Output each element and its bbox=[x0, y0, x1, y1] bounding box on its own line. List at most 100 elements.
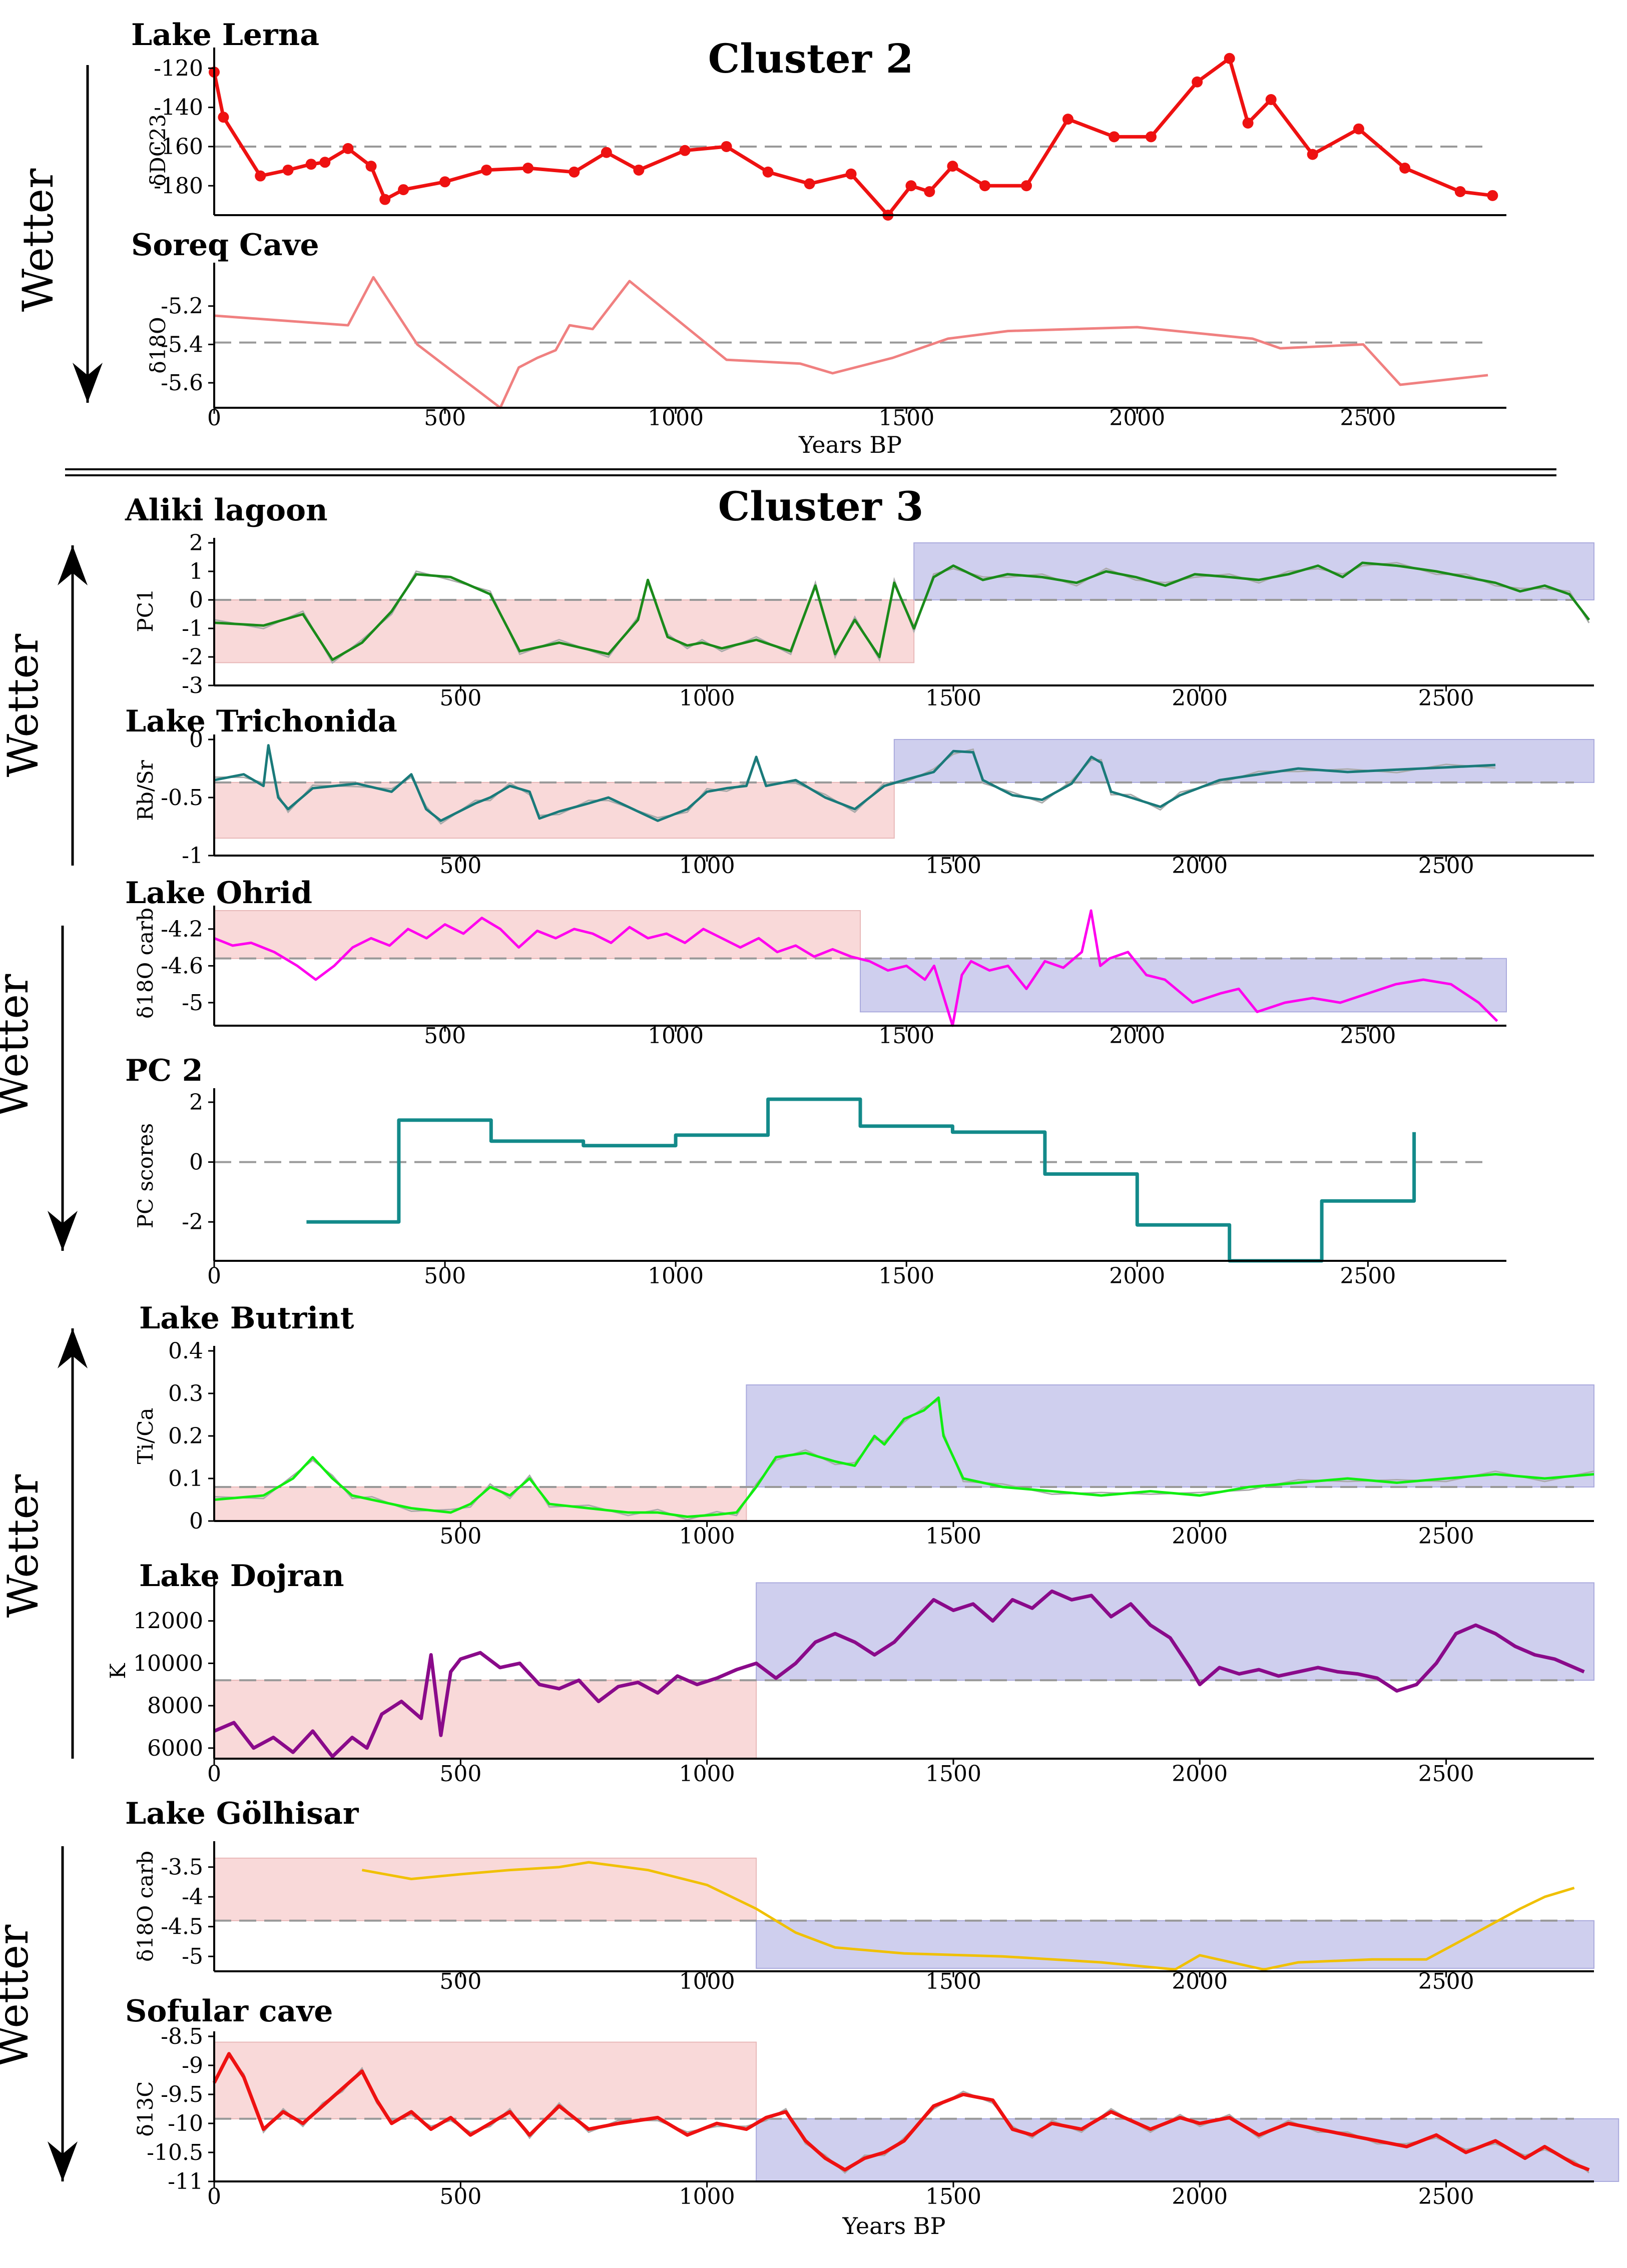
lake-trichonida-ytick-label: -1 bbox=[182, 843, 203, 869]
lake-lerna-point bbox=[762, 166, 774, 178]
aliki-lagoon-panel: 2 1 0 -1 -2 -3 500 1000 1500 2000 2500 Aliki lagoon… bbox=[125, 493, 1594, 711]
pc2-panel: 2 0 -2 0 500 1000 1500 2000 2500 PC 2 PC scores bbox=[125, 1053, 1506, 1289]
lake-trichonida-xtick-label: 1000 bbox=[679, 853, 735, 879]
soreq-cave-xtick-label: 500 bbox=[424, 405, 466, 431]
lake-golhisar-panel: -3.5 -4 -4.5 -5 500 1000 1500 2000 2500 Lake Gölh… bbox=[125, 1796, 1594, 1994]
lake-ohrid-ytick-label: -5 bbox=[182, 990, 203, 1016]
sofular-cave-xtick-label: 1500 bbox=[925, 2184, 981, 2209]
pc2-series-line bbox=[306, 1097, 1416, 1263]
lake-golhisar-band-pink bbox=[214, 1857, 757, 1921]
lake-lerna-point bbox=[1353, 123, 1364, 135]
lake-golhisar-title: Lake Gölhisar bbox=[125, 1796, 359, 1831]
lake-dojran-ytick-label: 10000 bbox=[133, 1651, 203, 1676]
lake-lerna-point bbox=[924, 186, 935, 198]
aliki-lagoon-ylabel: PC1 bbox=[133, 588, 158, 632]
lake-trichonida-xtick-label: 2000 bbox=[1172, 853, 1228, 879]
lake-golhisar-xtick-label: 2000 bbox=[1172, 1969, 1228, 1994]
lake-trichonida-xtick-label: 1500 bbox=[925, 853, 981, 879]
lake-lerna-point bbox=[1062, 114, 1073, 125]
wetter-label: Wetter bbox=[0, 633, 48, 777]
wetter-arrow-head bbox=[73, 363, 103, 403]
lake-butrint-band-pink bbox=[214, 1486, 747, 1522]
lake-butrint-ytick-label: 0.4 bbox=[168, 1338, 203, 1364]
soreq-cave-xtick-label: 0 bbox=[207, 405, 221, 431]
wetter-label: Wetter bbox=[0, 1924, 38, 2068]
lake-butrint-series-line bbox=[214, 1396, 1594, 1518]
lake-dojran-xtick-label: 2500 bbox=[1418, 1761, 1474, 1787]
sofular-cave-ytick-label: -9.5 bbox=[161, 2082, 203, 2107]
lake-lerna-point bbox=[1109, 131, 1120, 143]
lake-lerna-point bbox=[365, 161, 377, 172]
soreq-cave-ytick-label: -5.2 bbox=[161, 294, 203, 319]
lake-golhisar-series-line bbox=[361, 1861, 1575, 1971]
lake-butrint-xtick-label: 2500 bbox=[1418, 1524, 1474, 1549]
lake-golhisar-ylabel: δ18O carb bbox=[133, 1851, 158, 1962]
sofular-cave-ytick-label: -10.5 bbox=[147, 2140, 203, 2165]
aliki-lagoon-band-pink bbox=[214, 599, 915, 663]
sofular-cave-xtick-label: 2000 bbox=[1172, 2184, 1228, 2209]
sofular-cave-xtick-label: 1000 bbox=[679, 2184, 735, 2209]
soreq-cave-xtick-label: 2500 bbox=[1340, 405, 1396, 431]
aliki-lagoon-series-line bbox=[214, 561, 1590, 661]
wetter-arrow-head bbox=[58, 1328, 88, 1368]
lake-lerna-point bbox=[1307, 149, 1318, 160]
lake-lerna-ylabel: δDC23 bbox=[146, 114, 170, 187]
lake-butrint-ylabel: Ti/Ca bbox=[133, 1408, 158, 1464]
wetter-label: Wetter bbox=[0, 974, 38, 1117]
lake-golhisar-xtick-label: 2500 bbox=[1418, 1969, 1474, 1994]
lake-lerna-ytick-label: -180 bbox=[154, 173, 203, 199]
lake-lerna-point bbox=[342, 143, 354, 154]
sofular-cave-panel: -8.5 -9 -9.5 -10 -10.5 -110 500 1000 1500 2000 250… bbox=[125, 1994, 1619, 2239]
aliki-lagoon-xtick-label: 2000 bbox=[1172, 685, 1228, 711]
aliki-lagoon-ytick-label: 1 bbox=[189, 559, 203, 584]
lake-ohrid-series-line bbox=[214, 909, 1498, 1027]
sofular-cave-xtick-label: 500 bbox=[439, 2184, 481, 2209]
soreq-cave-xlabel: Years BP bbox=[798, 431, 902, 458]
lake-trichonida-panel: 0 -0.5 -1 500 1000 1500 2000 2500 Lake Trichonid… bbox=[125, 704, 1594, 879]
lake-lerna-point bbox=[804, 178, 815, 190]
aliki-lagoon-xtick-label: 500 bbox=[439, 685, 481, 711]
sofular-cave-ytick-label: -9 bbox=[182, 2053, 203, 2078]
lake-lerna-point bbox=[601, 147, 612, 158]
lake-trichonida-xtick-label: 500 bbox=[439, 853, 481, 879]
lake-dojran-xtick-label: 2000 bbox=[1172, 1761, 1228, 1787]
lake-lerna-point bbox=[721, 141, 732, 152]
aliki-lagoon-ytick-label: -2 bbox=[182, 644, 203, 670]
lake-lerna-point bbox=[569, 166, 580, 178]
soreq-cave-xtick-label: 2000 bbox=[1109, 405, 1165, 431]
lake-lerna-point bbox=[1020, 180, 1032, 192]
lake-lerna-point bbox=[218, 112, 229, 123]
lake-butrint-xtick-label: 500 bbox=[439, 1524, 481, 1549]
lake-butrint-band-blue bbox=[746, 1384, 1594, 1487]
lake-lerna-point bbox=[379, 194, 391, 205]
lake-ohrid-xtick-label: 2500 bbox=[1340, 1023, 1396, 1049]
pc2-xtick-label: 2000 bbox=[1109, 1263, 1165, 1289]
wetter-arrow-head bbox=[48, 2141, 78, 2181]
lake-butrint-panel: 0.4 0.3 0.2 0.1 0 500 1000 1500 2000 2500 Lake But… bbox=[133, 1301, 1594, 1549]
lake-dojran-xtick-label: 0 bbox=[207, 1761, 221, 1787]
lake-butrint-xtick-label: 1500 bbox=[925, 1524, 981, 1549]
lake-lerna-point bbox=[679, 145, 691, 156]
aliki-lagoon-ytick-label: 0 bbox=[189, 587, 203, 613]
lake-butrint-ytick-label: 0.1 bbox=[168, 1466, 203, 1491]
wetter-label: Wetter bbox=[14, 168, 63, 312]
soreq-cave-xtick-label: 1000 bbox=[648, 405, 704, 431]
lake-lerna-point bbox=[1454, 186, 1466, 198]
lake-golhisar-ytick-label: -4.5 bbox=[161, 1914, 203, 1940]
lake-lerna-point bbox=[319, 157, 331, 168]
lake-lerna-point bbox=[481, 164, 492, 176]
lake-butrint-xtick-label: 1000 bbox=[679, 1524, 735, 1549]
lake-dojran-series-line bbox=[213, 1589, 1585, 1759]
lake-lerna-point bbox=[305, 159, 317, 170]
pc2-xtick-label: 1000 bbox=[648, 1263, 704, 1289]
lake-lerna-ytick-label: -120 bbox=[154, 56, 203, 81]
pc2-title: PC 2 bbox=[125, 1053, 203, 1088]
sofular-cave-band-pink bbox=[214, 2041, 757, 2119]
pc2-xtick-label: 2500 bbox=[1340, 1263, 1396, 1289]
lake-lerna-point bbox=[1265, 94, 1277, 105]
lake-ohrid-xtick-label: 1500 bbox=[878, 1023, 934, 1049]
soreq-cave-title: Soreq Cave bbox=[131, 228, 319, 263]
lake-dojran-ylabel: K bbox=[106, 1663, 130, 1679]
pc2-xtick-label: 1500 bbox=[878, 1263, 934, 1289]
